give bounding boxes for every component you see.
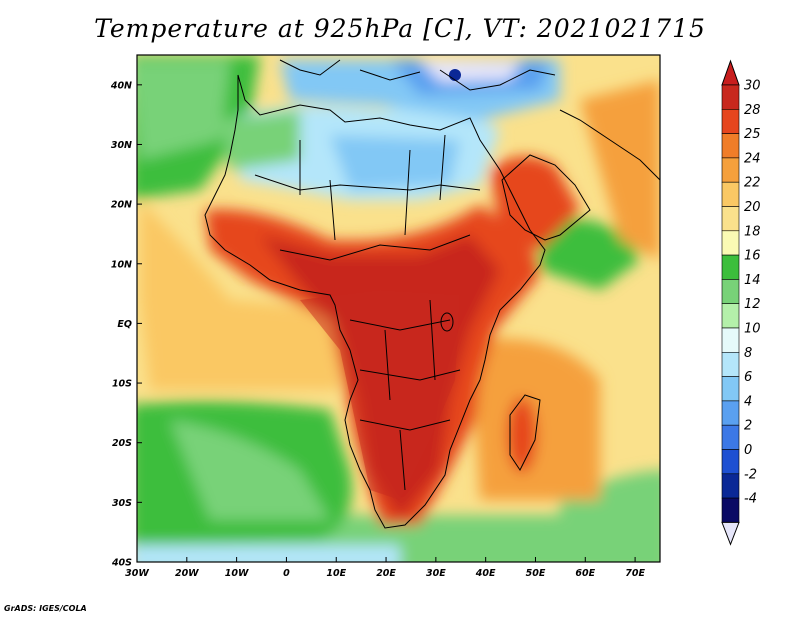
- colorbar-label: 2: [744, 419, 752, 434]
- colorbar-label: 6: [744, 370, 752, 385]
- lon-tick-10E: 10E: [326, 568, 346, 579]
- lon-tick-60E: 60E: [575, 568, 595, 579]
- map-frame: [136, 54, 661, 563]
- lat-tick-30N: 30N: [111, 140, 132, 151]
- colorbar-label: 10: [744, 322, 761, 337]
- lon-tick-50E: 50E: [526, 568, 546, 579]
- colorbar-swatch: [721, 327, 740, 353]
- colorbar-swatch: [721, 157, 740, 183]
- colorbar-label: 12: [744, 297, 761, 312]
- lon-tick-10W: 10W: [225, 568, 249, 579]
- lon-tick-30E: 30E: [426, 568, 446, 579]
- lat-tick-20N: 20N: [111, 200, 132, 211]
- colorbar-swatch: [721, 376, 740, 402]
- colorbar-swatch: [721, 400, 740, 426]
- colorbar-label: 8: [744, 346, 752, 361]
- lat-tick-20S: 20S: [112, 438, 132, 449]
- colorbar-bottom-arrow: [721, 521, 740, 546]
- colorbar-label: 22: [744, 176, 761, 191]
- colorbar-label: 28: [744, 103, 761, 118]
- colorbar-swatch: [721, 109, 740, 134]
- lon-tick-40E: 40E: [475, 568, 496, 579]
- colorbar-swatch: [721, 254, 740, 280]
- colorbar-swatch: [721, 84, 740, 110]
- lat-tick-40N: 40N: [110, 80, 132, 91]
- coastline-outline: [204, 59, 660, 529]
- lon-tick-20E: 20E: [376, 568, 396, 579]
- colorbar-swatch: [721, 497, 740, 523]
- lon-tick-30W: 30W: [125, 568, 149, 579]
- lat-tick-10S: 10S: [112, 379, 132, 390]
- colorbar-label: 30: [744, 79, 761, 94]
- colorbar-swatch: [721, 133, 740, 159]
- lat-tick-30S: 30S: [112, 498, 132, 509]
- colorbar-label: -4: [744, 492, 757, 507]
- lat-tick-labels: 40N 30N 20N 10N EQ 10S 20S 30S 40S: [110, 80, 142, 569]
- colorbar-label: 0: [744, 443, 752, 458]
- colorbar-swatch: [721, 303, 740, 329]
- lat-tick-EQ: EQ: [117, 319, 132, 330]
- colorbar-swatch: [721, 230, 740, 256]
- colorbar-top-arrow: [721, 59, 740, 86]
- colorbar-label: -2: [744, 467, 757, 482]
- credit-label: GrADS: IGES/COLA: [4, 604, 87, 613]
- colorbar-swatch: [721, 449, 740, 475]
- colorbar-label: 18: [744, 224, 761, 239]
- colorbar-swatch: [721, 181, 740, 207]
- colorbar-label: 25: [744, 127, 761, 142]
- colorbar-label: 20: [744, 200, 761, 215]
- lon-tick-20W: 20W: [175, 568, 199, 579]
- lat-tick-40S: 40S: [111, 558, 132, 569]
- lon-tick-labels: 30W 20W 10W 0 10E 20E 30E 40E 50E 60E 70E: [125, 557, 645, 579]
- colorbar-label: 16: [744, 249, 761, 264]
- colorbar-swatch: [721, 351, 740, 377]
- colorbar-swatch: [721, 279, 740, 304]
- colorbar-swatch: [721, 206, 740, 232]
- colorbar-swatch: [721, 473, 740, 499]
- temperature-field: [137, 55, 660, 562]
- lat-tick-10N: 10N: [111, 259, 132, 270]
- colorbar-swatch: [721, 424, 740, 450]
- colorbar-label: 24: [744, 151, 761, 166]
- lon-tick-0: 0: [283, 568, 290, 579]
- map-title: Temperature at 925hPa [C], VT: 202102171…: [94, 14, 706, 43]
- colorbar-label: 14: [744, 273, 761, 288]
- lon-tick-70E: 70E: [625, 568, 645, 579]
- colorbar-label: 4: [744, 394, 752, 409]
